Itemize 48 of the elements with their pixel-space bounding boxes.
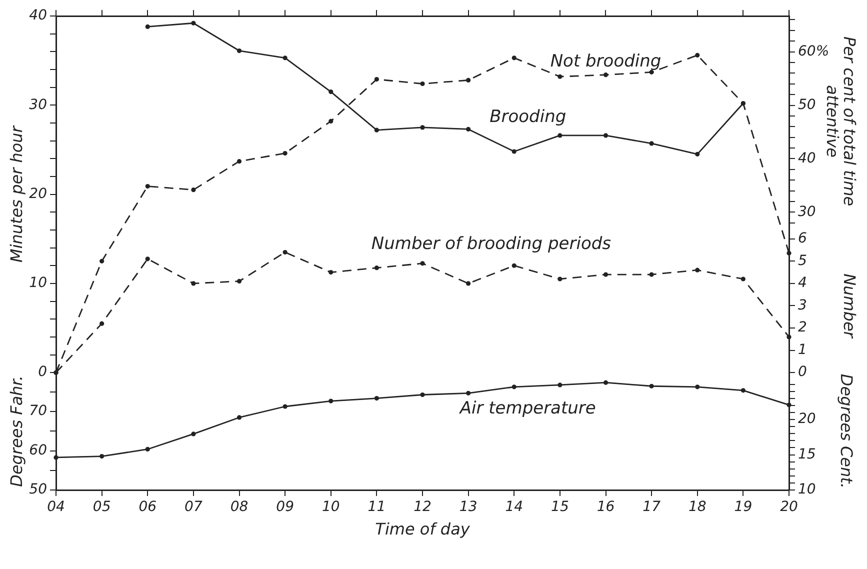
- y2-axis-title: Degrees Cent.: [837, 374, 856, 489]
- y2-tick-label: 40: [798, 150, 816, 166]
- y-tick-label: 30: [29, 96, 48, 113]
- y2-tick-label: 10: [798, 482, 816, 498]
- y2-tick-label: 15: [798, 446, 816, 463]
- x-tick-label: 11: [368, 499, 386, 516]
- x-tick-label: 18: [688, 499, 706, 516]
- y2-tick-label: 60%: [798, 43, 830, 60]
- x-tick-label: 19: [734, 499, 752, 516]
- x-tick-label: 13: [459, 499, 478, 516]
- y3-tick-label: 2: [798, 320, 807, 336]
- y-tick-label: 70: [29, 403, 48, 420]
- y3-axis-title: Number: [840, 274, 859, 340]
- y2-tick-label: 30: [798, 204, 816, 220]
- x-tick-label: 14: [505, 499, 524, 516]
- y-tick-label: 20: [29, 186, 48, 202]
- y3-tick-label: 0: [798, 364, 807, 380]
- y-axis-title: Degrees Fahr.: [6, 376, 26, 488]
- x-tick-label: 10: [322, 499, 340, 516]
- y-tick-label: 50: [29, 482, 48, 498]
- y2-tick-label: 50: [798, 96, 816, 113]
- series-label: Number of brooding periods: [371, 234, 612, 254]
- x-tick-label: 05: [92, 499, 111, 516]
- y3-tick-label: 1: [798, 342, 807, 358]
- x-tick-label: 07: [184, 499, 202, 516]
- y3-tick-label: 3: [798, 297, 807, 314]
- y-tick-label: 40: [29, 8, 48, 24]
- x-tick-label: 09: [276, 499, 294, 516]
- x-tick-label: 06: [138, 499, 157, 516]
- x-tick-label: 20: [780, 499, 798, 516]
- y-tick-label: 60: [29, 442, 48, 459]
- y-tick-label: 0: [38, 364, 48, 380]
- y3-tick-label: 4: [798, 275, 807, 292]
- x-tick-label: 12: [414, 499, 432, 516]
- y2-tick-label: 20: [798, 411, 816, 428]
- x-tick-label: 08: [230, 499, 248, 516]
- x-tick-label: 16: [596, 499, 615, 516]
- x-axis-title: Time of day: [375, 520, 470, 539]
- series-label: Air temperature: [458, 398, 596, 419]
- x-tick-label: 15: [551, 499, 569, 516]
- x-tick-label: 04: [47, 499, 65, 516]
- y-tick-label: 10: [29, 275, 48, 292]
- series-label: Not brooding: [550, 51, 662, 72]
- series-label: Brooding: [490, 107, 566, 128]
- y3-tick-label: 6: [798, 230, 807, 247]
- y3-tick-label: 5: [798, 252, 807, 269]
- y-axis-title: Minutes per hour: [6, 124, 26, 262]
- x-tick-label: 17: [642, 499, 661, 516]
